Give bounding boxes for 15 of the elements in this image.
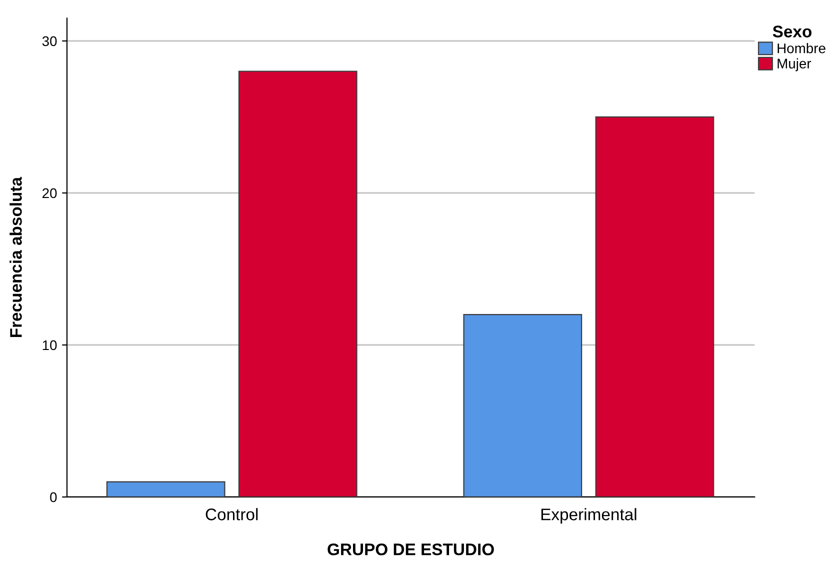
y-tick-label: 10 [42, 340, 57, 350]
bar [238, 70, 358, 497]
y-tick-label: 30 [42, 36, 57, 46]
y-axis-title: Frecuencia absoluta [10, 176, 22, 338]
y-tick-label: 20 [42, 188, 57, 198]
legend-title: Sexo [772, 26, 812, 38]
bar [595, 116, 714, 497]
y-tick-label: 0 [50, 492, 57, 502]
bar [463, 314, 582, 497]
legend-label: Mujer [778, 58, 812, 72]
x-axis-title: GRUPO DE ESTUDIO [328, 544, 494, 556]
x-tick-label: Experimental [541, 508, 636, 524]
x-tick-label: Control [206, 508, 258, 520]
bar [106, 481, 226, 497]
legend-label: Hombre [778, 43, 826, 54]
